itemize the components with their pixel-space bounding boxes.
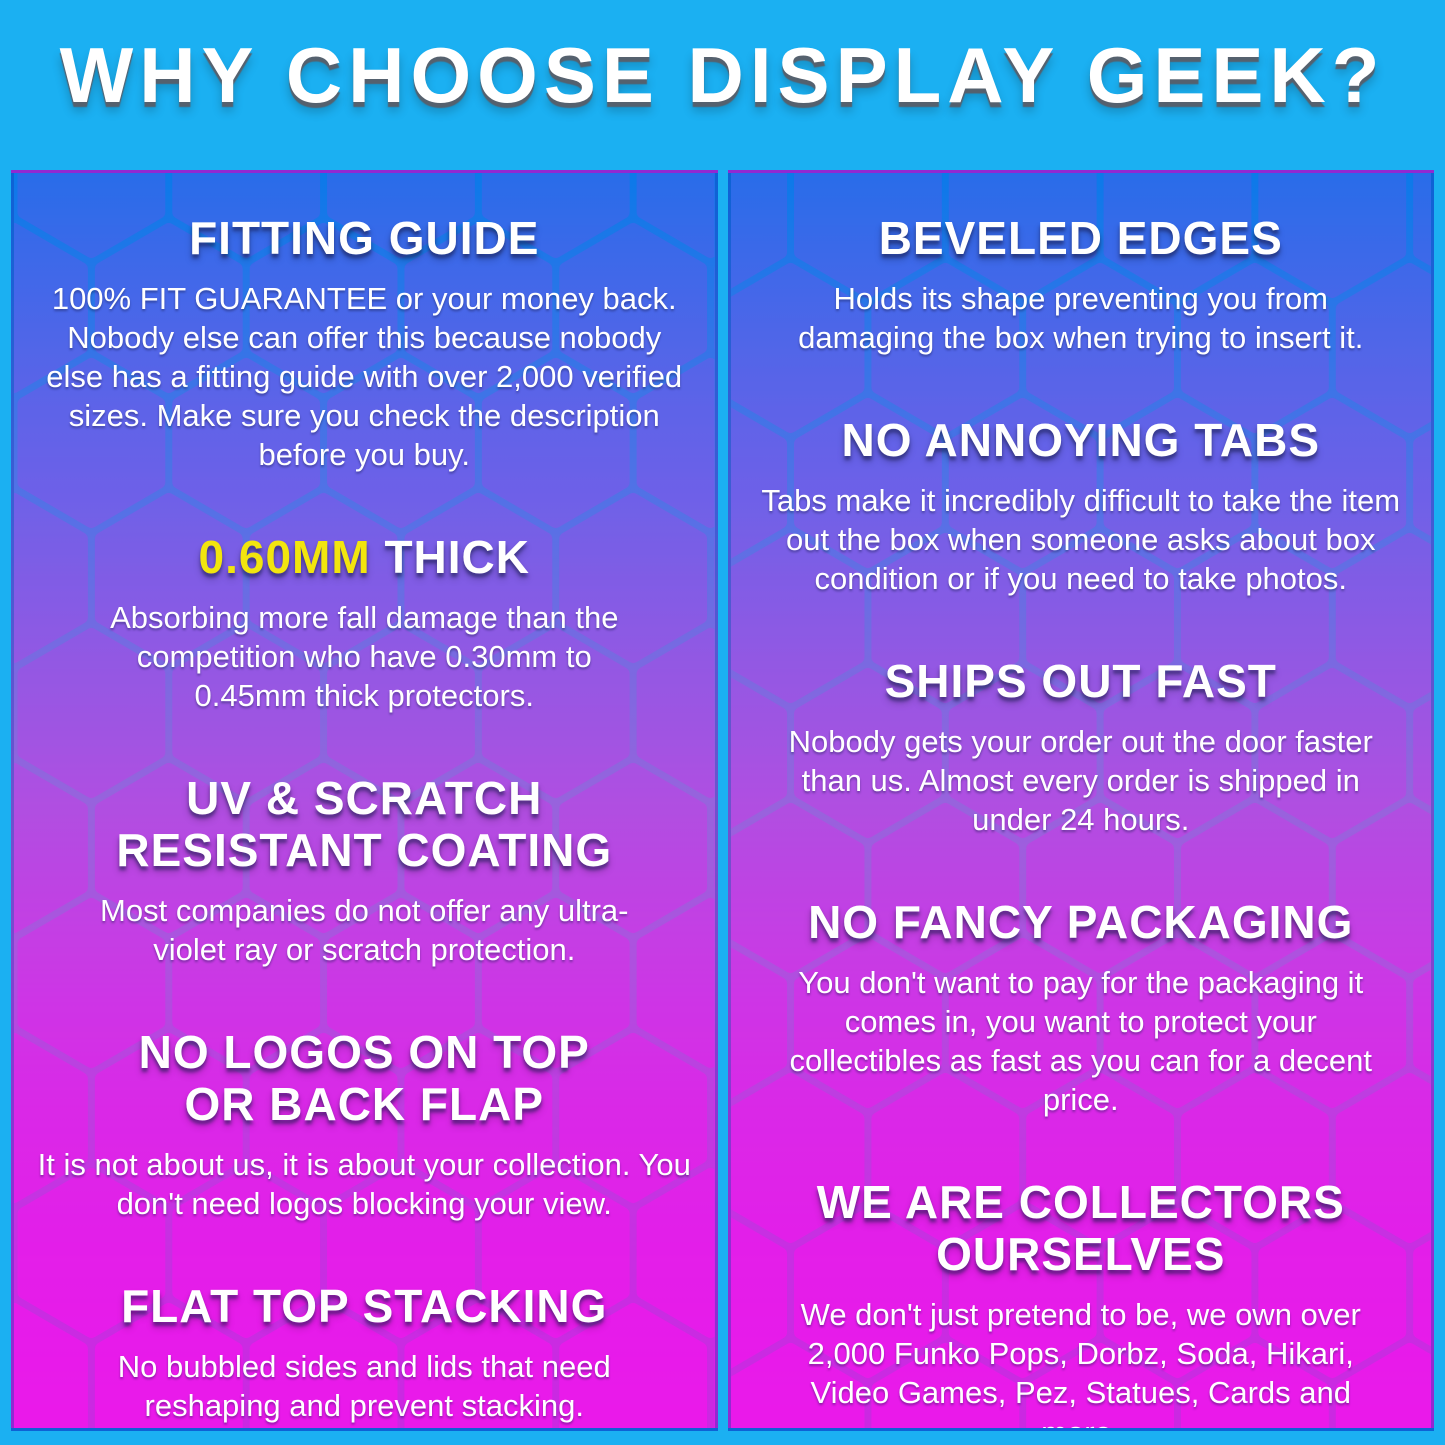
section-thickness: 0.60MM THICK Absorbing more fall damage … xyxy=(99,531,629,715)
right-panel-content: BEVELED EDGES Holds its shape preventing… xyxy=(731,173,1432,1428)
section-no-annoying-tabs: NO ANNOYING TABS Tabs make it incredibly… xyxy=(753,414,1410,598)
section-body: No bubbled sides and lids that need resh… xyxy=(117,1349,611,1424)
thickness-value-highlight: 0.60MM xyxy=(198,531,371,584)
section-heading: BEVELED EDGES xyxy=(878,212,1283,264)
section-body: 100% FIT GUARANTEE or your money back. N… xyxy=(46,280,683,473)
section-body: We don't just pretend to be, we own over… xyxy=(800,1297,1361,1428)
right-panel: BEVELED EDGES Holds its shape preventing… xyxy=(727,170,1434,1431)
thickness-label: THICK xyxy=(384,531,530,584)
section-heading: SHIPS OUT FAST xyxy=(884,655,1277,708)
section-no-fancy-packaging: NO FANCY PACKAGING You don't want to pay… xyxy=(769,896,1393,1119)
section-heading: FITTING GUIDE xyxy=(189,212,540,264)
section-body: Nobody gets your order out the door fast… xyxy=(788,724,1373,838)
left-panel: FITTING GUIDE 100% FIT GUARANTEE or your… xyxy=(11,170,718,1431)
page-title: WHY CHOOSE DISPLAY GEEK? xyxy=(59,31,1386,119)
section-body: It is not about us, it is about your col… xyxy=(37,1147,691,1222)
section-heading: 0.60MM THICK xyxy=(198,531,531,584)
section-body: You don't want to pay for the packaging … xyxy=(789,965,1372,1118)
section-fitting-guide: FITTING GUIDE 100% FIT GUARANTEE or your… xyxy=(40,212,688,474)
section-body: Absorbing more fall damage than the comp… xyxy=(110,600,619,714)
section-heading: UV & SCRATCH RESISTANT COATING xyxy=(116,772,613,877)
section-body: Tabs make it incredibly difficult to tak… xyxy=(761,483,1401,597)
section-heading: FLAT TOP STACKING xyxy=(121,1280,608,1333)
section-body: Most companies do not offer any ultra-vi… xyxy=(100,893,629,968)
section-body: Holds its shape preventing you from dama… xyxy=(798,280,1364,356)
section-heading: WE ARE COLLECTORS OURSELVES xyxy=(816,1176,1345,1281)
section-heading: NO ANNOYING TABS xyxy=(841,414,1321,467)
section-flat-top-stacking: FLAT TOP STACKING No bubbled sides and l… xyxy=(94,1280,634,1425)
section-beveled-edges: BEVELED EDGES Holds its shape preventing… xyxy=(770,212,1392,357)
section-no-logos: NO LOGOS ON TOP OR BACK FLAP It is not a… xyxy=(36,1026,693,1223)
section-we-are-collectors: WE ARE COLLECTORS OURSELVES We don't jus… xyxy=(800,1176,1362,1428)
two-column-panels: FITTING GUIDE 100% FIT GUARANTEE or your… xyxy=(11,170,1434,1431)
section-heading: NO FANCY PACKAGING xyxy=(808,896,1354,949)
section-uv-scratch-coating: UV & SCRATCH RESISTANT COATING Most comp… xyxy=(69,772,659,969)
section-ships-out-fast: SHIPS OUT FAST Nobody gets your order ou… xyxy=(761,655,1401,839)
section-heading: NO LOGOS ON TOP OR BACK FLAP xyxy=(138,1026,590,1131)
left-panel-content: FITTING GUIDE 100% FIT GUARANTEE or your… xyxy=(14,173,715,1428)
